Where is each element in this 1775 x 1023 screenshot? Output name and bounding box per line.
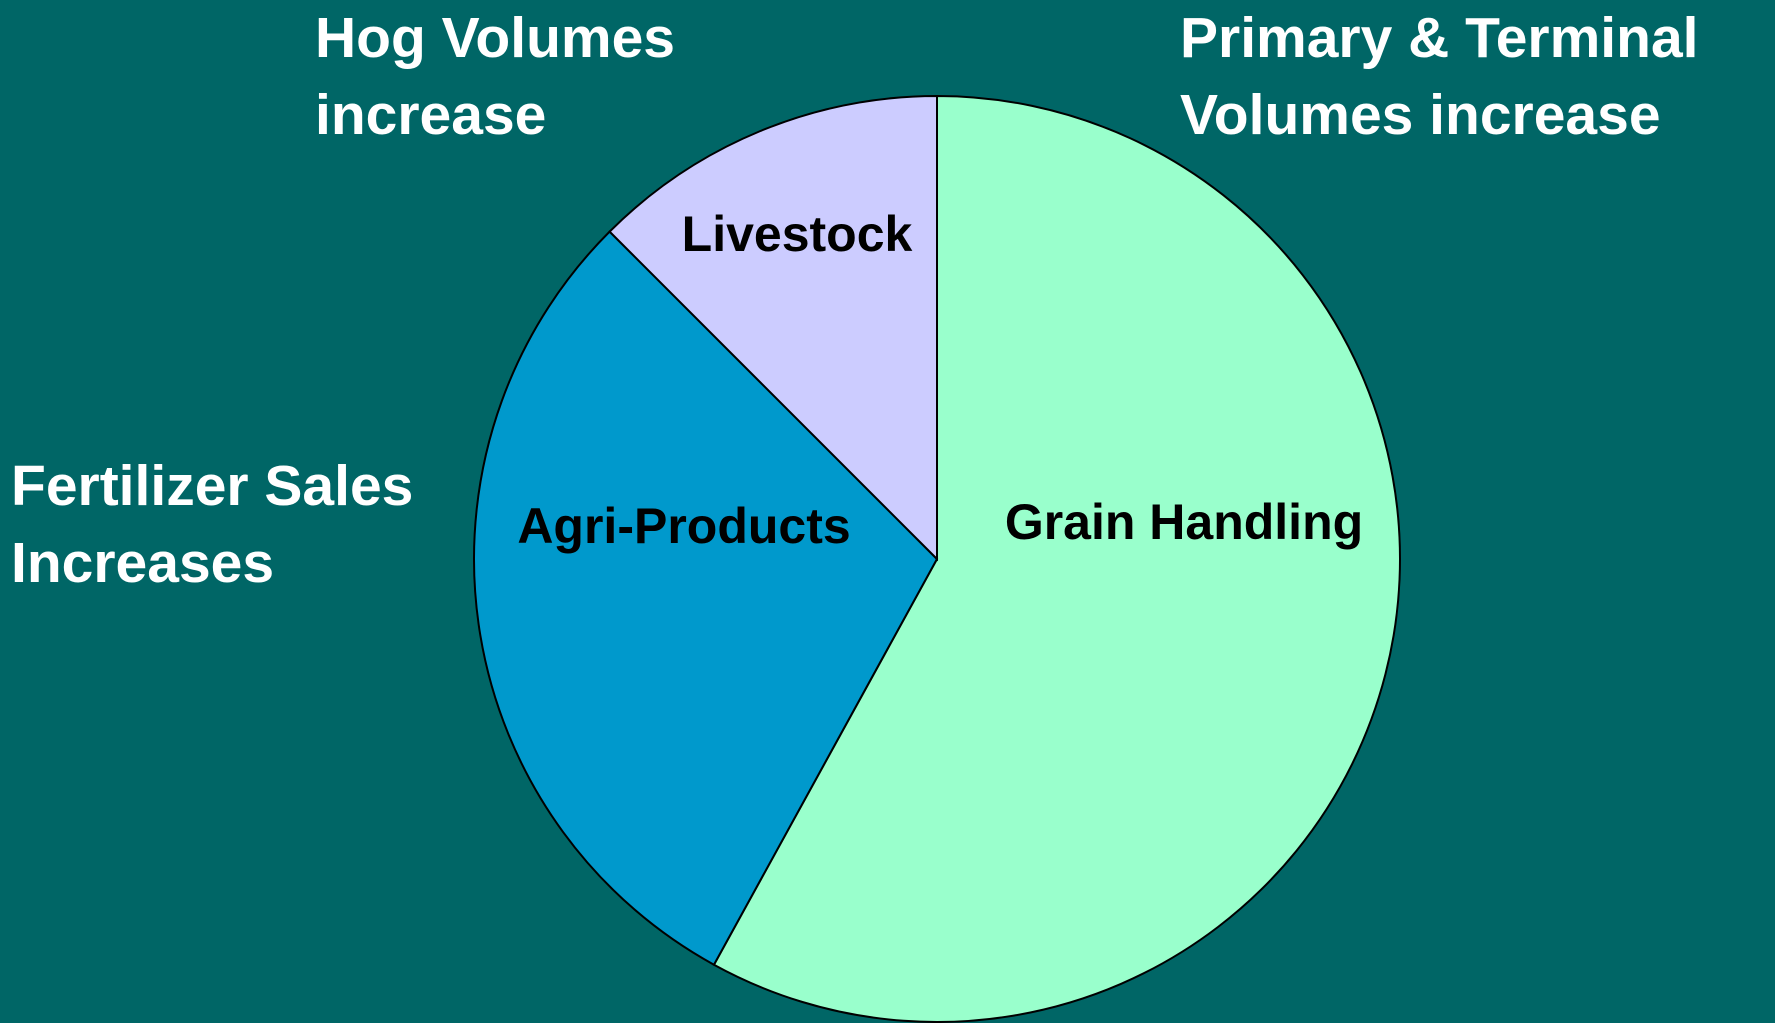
slice-label: Agri-Products [517, 498, 850, 554]
annotation: Volumes increase [1180, 83, 1661, 147]
annotation: Fertilizer Sales [11, 454, 413, 518]
slice-label: Livestock [682, 206, 913, 262]
pie-slice [712, 94, 1401, 1023]
pie-slice [473, 230, 939, 967]
annotation: Hog Volumes [315, 6, 675, 70]
annotation: increase [315, 83, 546, 147]
annotation: Primary & Terminal [1180, 6, 1698, 70]
slice-label: Grain Handling [1005, 494, 1363, 550]
annotation: Increases [11, 531, 274, 595]
pie-slice [608, 94, 938, 562]
